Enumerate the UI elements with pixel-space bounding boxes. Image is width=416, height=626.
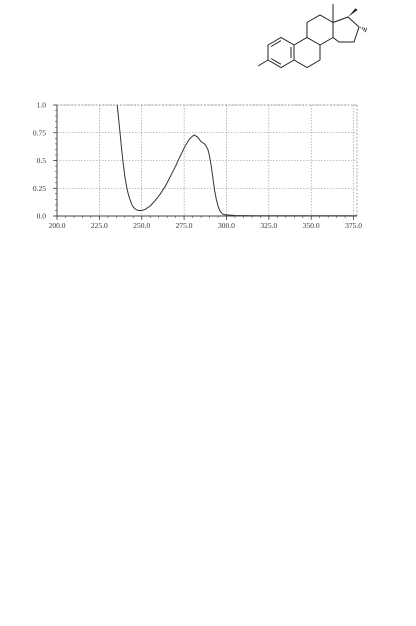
ring-a-methyl-bond (257, 59, 269, 67)
ring-c (306, 14, 334, 46)
uv-spectrum-chart: 200.0 225.0 250.0 275.0 300.0 325.0 350.0 375.0… (33, 101, 362, 230)
ring-b (293, 36, 321, 69)
x-tick-label: 325.0 (260, 221, 277, 230)
y-tick-label: 0.0 (37, 212, 47, 221)
x-tick-label: 350.0 (303, 221, 320, 230)
x-tick-label: 300.0 (218, 221, 235, 230)
x-tick-label: 225.0 (91, 221, 108, 230)
series-line (116, 104, 357, 217)
ring-a (267, 36, 295, 69)
y-tick-label: 0.5 (37, 156, 47, 165)
x-tick-label: 250.0 (133, 221, 150, 230)
ring-a-double-bond-1 (270, 40, 282, 47)
chemical-structure-diagram (257, 4, 368, 69)
gridlines (57, 104, 357, 216)
ring-a-double-bond-3 (270, 58, 282, 65)
y-axis-ticks: 0.0 0.25 0.5 0.75 1.0 (33, 101, 57, 221)
x-tick-label: 375.0 (345, 221, 362, 230)
hashed-bond (360, 26, 368, 33)
y-tick-label: 0.25 (33, 184, 46, 193)
y-tick-label: 0.75 (33, 128, 46, 137)
ring-d (332, 16, 360, 43)
minor-ticks (55, 104, 354, 218)
x-tick-label: 200.0 (49, 221, 66, 230)
wedge-bond (348, 8, 358, 17)
y-tick-label: 1.0 (37, 101, 47, 110)
x-tick-label: 275.0 (176, 221, 193, 230)
x-axis-ticks: 200.0 225.0 250.0 275.0 300.0 325.0 350.0 375.0 (49, 216, 362, 230)
